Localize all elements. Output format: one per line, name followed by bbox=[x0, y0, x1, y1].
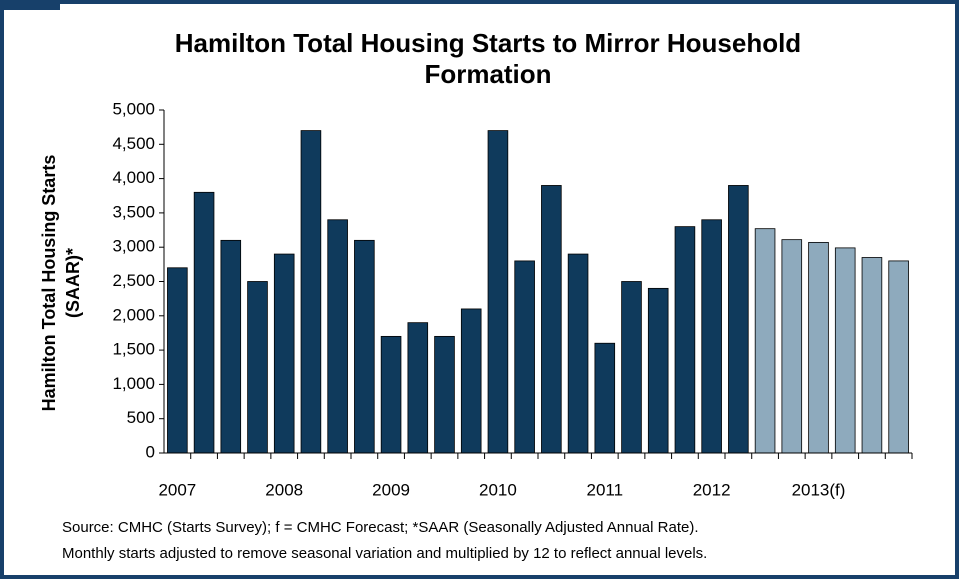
y-tick-label: 1,000 bbox=[112, 374, 155, 393]
bar bbox=[354, 239, 375, 454]
bar bbox=[434, 335, 455, 454]
bar bbox=[701, 219, 722, 454]
source-note: Monthly starts adjusted to remove season… bbox=[62, 545, 707, 562]
y-tick-label: 500 bbox=[127, 408, 155, 427]
y-tick-label: 4,500 bbox=[112, 134, 155, 153]
bar bbox=[460, 308, 482, 454]
y-axis-label: Hamilton Total Housing Starts (SAAR)* bbox=[39, 155, 83, 412]
y-axis-label-line: Hamilton Total Housing Starts bbox=[39, 155, 59, 412]
bar bbox=[167, 267, 188, 454]
bar bbox=[273, 253, 295, 454]
bar bbox=[193, 191, 215, 454]
bar bbox=[754, 228, 776, 454]
source-note: Source: CMHC (Starts Survey); f = CMHC F… bbox=[62, 519, 699, 536]
y-tick-label: 5,000 bbox=[112, 99, 155, 118]
bar bbox=[674, 226, 696, 454]
bar bbox=[781, 239, 803, 454]
bar bbox=[594, 342, 616, 454]
bar bbox=[621, 281, 642, 454]
y-axis-label-line: (SAAR)* bbox=[63, 248, 83, 318]
x-tick-label: 2008 bbox=[265, 480, 303, 499]
x-tick-label: 2010 bbox=[479, 480, 517, 499]
bar bbox=[647, 287, 669, 454]
x-tick-label: 2011 bbox=[587, 480, 624, 499]
bar bbox=[380, 335, 402, 454]
bar bbox=[861, 257, 883, 454]
y-tick-label: 1,500 bbox=[112, 340, 155, 359]
x-tick-label: 2012 bbox=[693, 480, 731, 499]
y-tick-label: 0 bbox=[146, 442, 155, 461]
y-tick-label: 3,000 bbox=[112, 237, 155, 256]
x-tick-label: 2013(f) bbox=[792, 480, 846, 499]
x-tick-label: 2009 bbox=[372, 480, 410, 499]
bar bbox=[247, 281, 268, 454]
y-tick-label: 3,500 bbox=[112, 202, 155, 221]
chart-title: Hamilton Total Housing Starts to Mirror … bbox=[175, 28, 801, 58]
bar bbox=[300, 130, 322, 454]
bar bbox=[728, 185, 749, 454]
x-tick-label: 2007 bbox=[158, 480, 196, 499]
y-tick-label: 2,000 bbox=[112, 305, 155, 324]
corner-tab bbox=[0, 0, 60, 10]
y-tick-label: 2,500 bbox=[112, 271, 155, 290]
bar bbox=[407, 322, 429, 454]
bar bbox=[220, 239, 242, 454]
bar bbox=[541, 185, 562, 454]
y-tick-label: 4,000 bbox=[112, 168, 155, 187]
bar bbox=[487, 130, 509, 454]
chart-title: Formation bbox=[424, 59, 551, 89]
bar bbox=[808, 241, 829, 454]
bar bbox=[327, 219, 348, 454]
bar bbox=[834, 247, 856, 454]
bar bbox=[888, 260, 909, 454]
bar bbox=[514, 260, 535, 454]
bar bbox=[567, 253, 589, 454]
